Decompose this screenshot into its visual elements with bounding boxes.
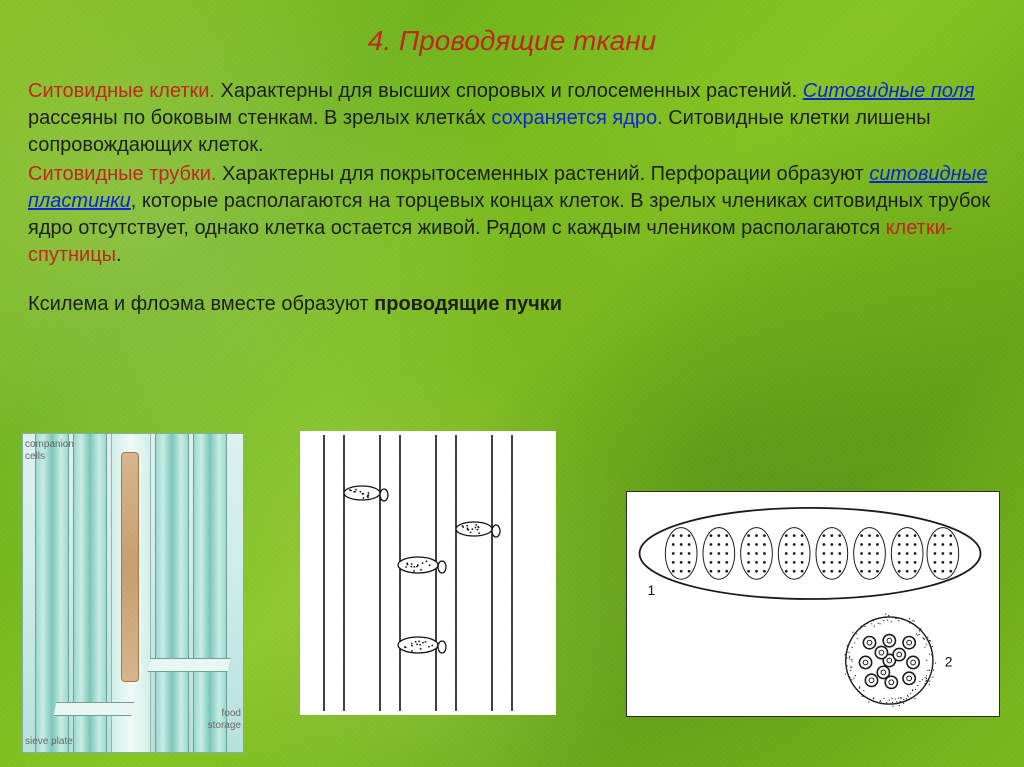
slide: 4. Проводящие ткани Ситовидные клетки. Х… — [0, 0, 1024, 767]
label-sieve-plate: sieve plate — [25, 735, 73, 749]
term-vascular-bundles: проводящие пучки — [374, 293, 562, 315]
figure-row: companion cells food storage sieve plate… — [0, 429, 1024, 759]
sieve-plate — [54, 702, 135, 716]
sieve-tubes-svg — [300, 431, 556, 715]
body-text: Ситовидные клетки. Характерны для высших… — [28, 78, 996, 318]
tube — [193, 434, 227, 752]
companion-cell — [121, 452, 139, 682]
term-sieve-tubes: Ситовидные трубки. — [28, 163, 216, 185]
text: Характерны для покрытосеменных растений.… — [216, 163, 869, 185]
figure-sieve-plate-plan: 12 — [626, 491, 1000, 717]
text-blue: сохраняется ядро. — [491, 107, 662, 129]
label-storage: storage — [208, 719, 241, 733]
text: рассеяны по боковым стенкам. В зрелых кл… — [28, 107, 491, 129]
paragraph-2: Ситовидные трубки. Характерны для покрыт… — [28, 161, 996, 269]
tube — [155, 434, 189, 752]
term-sieve-cells: Ситовидные клетки. — [28, 80, 215, 102]
term-sieve-areas: Ситовидные поля — [803, 80, 975, 102]
text: Ксилема и флоэма вместе образуют — [28, 293, 374, 315]
sieve-plate-svg: 12 — [627, 492, 999, 716]
svg-text:2: 2 — [945, 653, 953, 669]
sieve-plate — [148, 658, 231, 672]
label-cells: cells — [25, 450, 45, 464]
text: , которые располагаются на торцевых конц… — [28, 190, 990, 239]
paragraph-3: Ксилема и флоэма вместе образуют проводя… — [28, 291, 996, 318]
text: . — [116, 244, 122, 266]
slide-title: 4. Проводящие ткани — [28, 22, 996, 60]
figure-sieve-tubes-line — [300, 431, 556, 715]
text: Характерны для высших споровых и голосем… — [215, 80, 803, 102]
svg-text:1: 1 — [647, 582, 655, 598]
figure-sieve-tube-block: companion cells food storage sieve plate — [22, 433, 244, 753]
paragraph-1: Ситовидные клетки. Характерны для высших… — [28, 78, 996, 159]
